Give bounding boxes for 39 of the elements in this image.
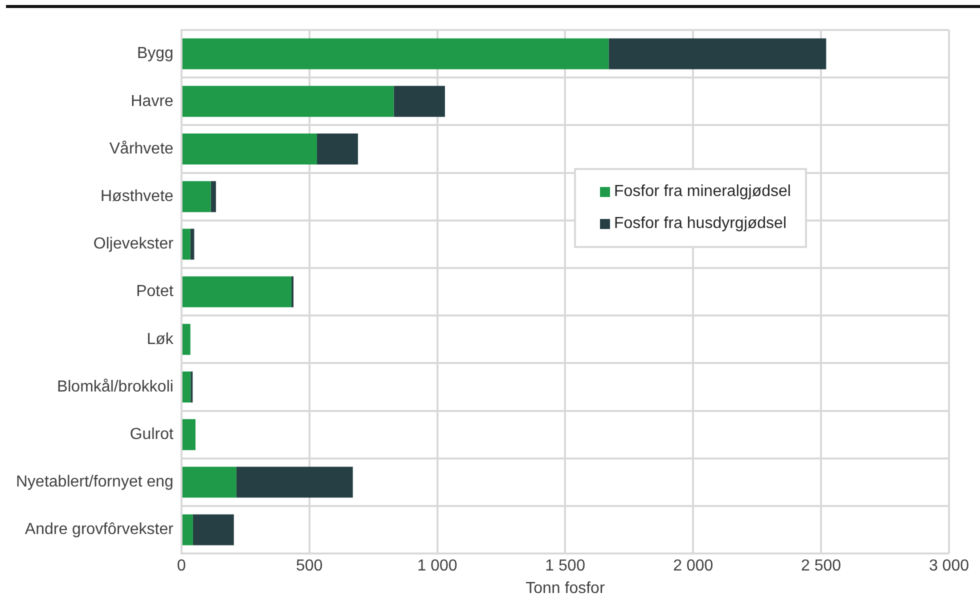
x-tick-label: 0 [176,558,186,575]
bar [190,228,194,260]
x-tick-label: 500 [296,558,323,575]
bar [182,228,190,260]
y-tick-label: Andre grovfôrvekster [24,521,174,538]
bar [192,514,234,546]
x-tick-label: 2 000 [673,558,714,575]
y-tick-label: Nyetablert/fornyet eng [16,474,174,491]
bar [608,38,826,70]
legend-label: Fosfor fra mineralgjødsel [614,182,791,202]
bar [182,466,236,498]
y-tick-label: Gulrot [130,426,174,444]
bar [317,134,358,164]
bar [236,466,353,498]
x-tick-label: 3 000 [928,558,970,575]
bar [182,514,193,546]
x-tick-label: 1 500 [545,558,586,575]
bar [182,324,190,355]
y-tick-label: Oljevekster [93,236,174,253]
x-tick-label: 2 500 [801,558,842,575]
bar [182,372,191,402]
bar [182,38,609,70]
bar [182,276,292,308]
bar [182,181,211,212]
y-tick-label: Bygg [136,45,174,62]
y-tick-label: Blomkål/brokkoli [56,378,174,396]
y-tick-label: Høsthvete [100,188,174,206]
bar [182,86,394,117]
y-tick-label: Potet [136,283,174,300]
y-tick-label: Vårhvete [109,140,174,158]
x-axis-title: Tonn fosfor [526,580,606,597]
bar [394,86,445,117]
bar [182,419,196,450]
x-tick-label: 1 000 [417,558,458,575]
bar [210,181,216,212]
bar [182,134,318,164]
y-tick-label: Havre [130,92,174,110]
legend-label: Fosfor fra husdyrgjødsel [614,214,787,234]
y-tick-label: Løk [146,330,174,348]
